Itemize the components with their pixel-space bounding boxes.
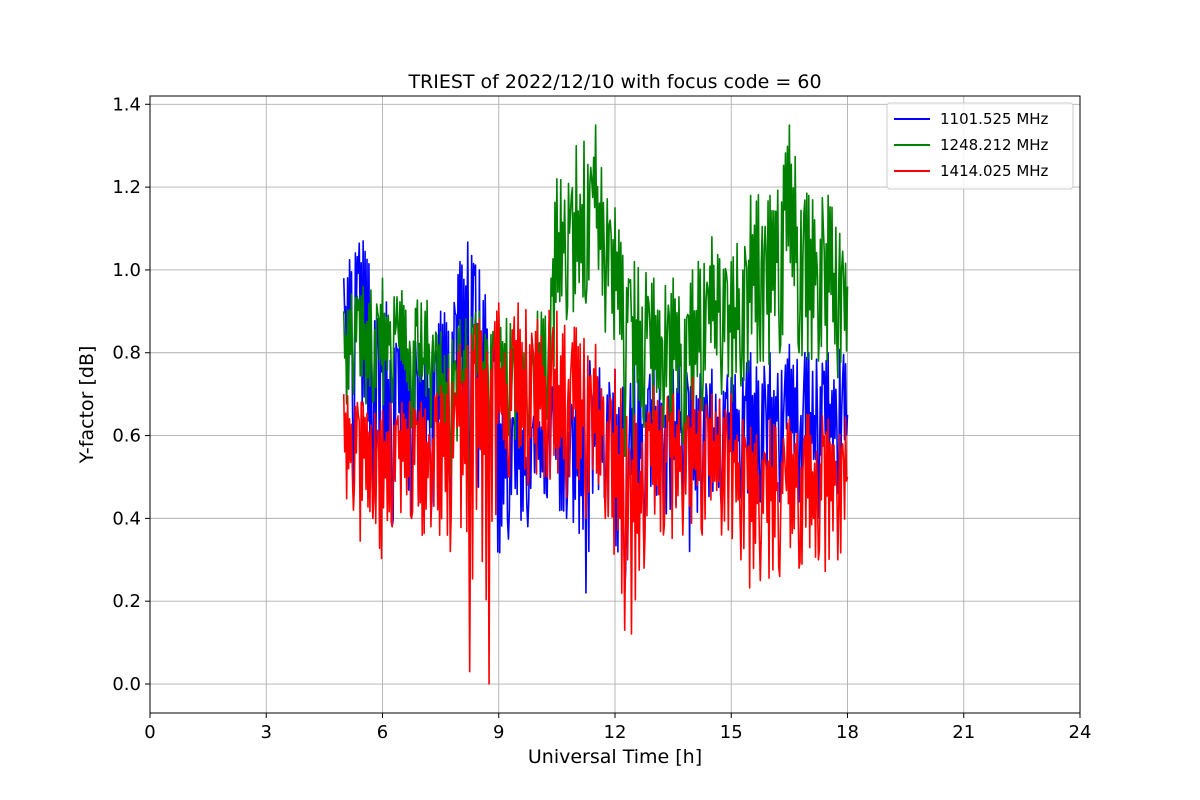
series-line-2 bbox=[342, 302, 849, 685]
legend-label-0: 1101.525 MHz bbox=[940, 110, 1049, 128]
x-tick-label-1: 3 bbox=[261, 722, 272, 743]
x-axis-label: Universal Time [h] bbox=[528, 746, 702, 768]
x-tick-label-5: 15 bbox=[720, 722, 743, 743]
y-tick-label-6: 1.2 bbox=[112, 177, 141, 198]
x-tick-label-7: 21 bbox=[952, 722, 975, 743]
legend-label-1: 1248.212 MHz bbox=[940, 136, 1049, 154]
x-tick-label-0: 0 bbox=[144, 722, 155, 743]
x-tick-label-2: 6 bbox=[377, 722, 388, 743]
y-axis-ticks: 0.0 0.2 0.4 0.6 0.8 1.0 1.2 1.4 bbox=[112, 94, 150, 695]
x-axis-ticks: 0 3 6 9 12 15 18 21 24 bbox=[144, 713, 1091, 743]
y-tick-label-4: 0.8 bbox=[112, 343, 141, 364]
chart-title: TRIEST of 2022/12/10 with focus code = 6… bbox=[407, 71, 821, 93]
y-tick-label-1: 0.2 bbox=[112, 591, 141, 612]
y-tick-label-3: 0.6 bbox=[112, 426, 141, 447]
series-line-1 bbox=[342, 124, 849, 549]
legend-box bbox=[886, 102, 1074, 190]
series-group bbox=[342, 124, 849, 685]
y-axis-label: Y-factor [dB] bbox=[76, 346, 98, 465]
y-tick-label-5: 1.0 bbox=[112, 260, 141, 281]
x-tick-label-6: 18 bbox=[836, 722, 859, 743]
x-tick-label-8: 24 bbox=[1069, 722, 1092, 743]
legend-label-2: 1414.025 MHz bbox=[940, 162, 1049, 180]
legend: 1101.525 MHz 1248.212 MHz 1414.025 MHz bbox=[886, 102, 1074, 190]
x-tick-label-3: 9 bbox=[493, 722, 504, 743]
x-tick-label-4: 12 bbox=[604, 722, 627, 743]
y-tick-label-2: 0.4 bbox=[112, 508, 141, 529]
y-tick-label-0: 0.0 bbox=[112, 674, 141, 695]
y-tick-label-7: 1.4 bbox=[112, 94, 141, 115]
